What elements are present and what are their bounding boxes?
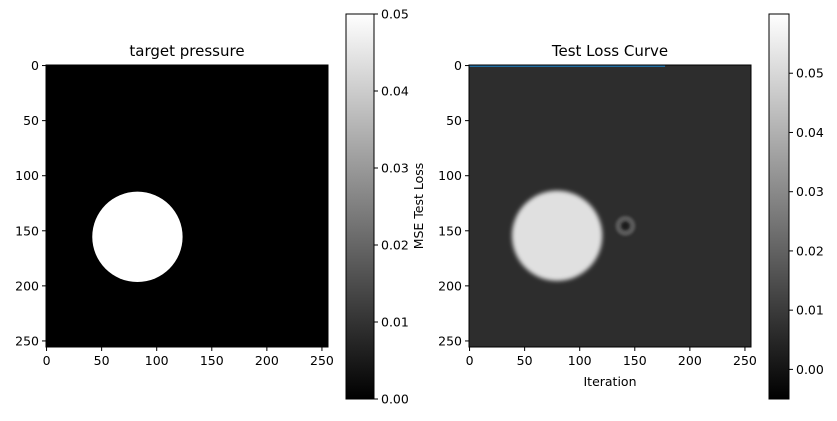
colorbar: 0.00 0.01 0.02 0.03 0.04 0.05	[768, 13, 824, 400]
y-tick-label: 0	[454, 58, 462, 73]
colorbar-tick-label: 0.01	[381, 315, 409, 330]
axes: 0 50 100 150 200 250 0 50 100 150 200 250	[15, 58, 334, 368]
axes: 0 50 100 150 200 250 0 50 100 150 200 250	[438, 58, 757, 368]
heatmap-blob	[621, 221, 630, 231]
colorbar: 0.00 0.01 0.02 0.03 0.04 0.05	[345, 7, 409, 407]
x-tick-label: 250	[310, 353, 334, 368]
x-tick-label: 0	[43, 353, 51, 368]
x-axis-label: Iteration	[583, 374, 636, 389]
colorbar-tick-label: 0.00	[381, 392, 409, 407]
y-tick-label: 200	[438, 278, 462, 293]
panel-test-loss: Test Loss Curve Iteration MSE Test Loss …	[411, 13, 824, 400]
y-tick-label: 250	[438, 333, 462, 348]
chart-title: Test Loss Curve	[551, 42, 668, 60]
x-tick-label: 100	[568, 353, 592, 368]
x-tick-label: 150	[623, 353, 647, 368]
colorbar-tick-label: 0.03	[796, 184, 824, 199]
y-tick-label: 250	[15, 333, 39, 348]
y-tick-label: 100	[438, 168, 462, 183]
x-tick-label: 50	[94, 353, 110, 368]
y-tick-label: 100	[15, 168, 39, 183]
colorbar-tick-label: 0.05	[796, 66, 824, 81]
x-tick-label: 150	[200, 353, 224, 368]
y-tick-label: 0	[31, 58, 39, 73]
y-tick-label: 50	[446, 113, 462, 128]
colorbar-tick-label: 0.00	[796, 362, 824, 377]
axes-frame	[468, 64, 752, 348]
colorbar-tick-label: 0.05	[381, 7, 409, 22]
x-tick-label: 100	[145, 353, 169, 368]
colorbar-tick-label: 0.02	[796, 243, 824, 258]
y-tick-label: 200	[15, 278, 39, 293]
y-axis-label: MSE Test Loss	[411, 163, 426, 250]
colorbar-tick-label: 0.04	[381, 84, 409, 99]
colorbar-tick-label: 0.04	[796, 125, 824, 140]
colorbar-tick-label: 0.02	[381, 238, 409, 253]
colorbar-gradient	[345, 13, 375, 400]
axes-frame	[45, 64, 329, 348]
chart-title: target pressure	[129, 42, 244, 60]
colorbar-gradient	[768, 13, 790, 400]
panel-target-pressure: target pressure 0 50 100 150 200 250 0 50 100 150…	[15, 7, 409, 407]
x-tick-label: 250	[733, 353, 757, 368]
x-tick-label: 0	[466, 353, 474, 368]
x-tick-label: 50	[517, 353, 533, 368]
heatmap-disk	[511, 190, 603, 281]
x-tick-label: 200	[678, 353, 702, 368]
colorbar-tick-label: 0.01	[796, 303, 824, 318]
heatmap-image	[469, 65, 751, 347]
y-tick-label: 50	[23, 113, 39, 128]
heatmap-image	[46, 65, 328, 347]
y-tick-label: 150	[15, 223, 39, 238]
x-tick-label: 200	[255, 353, 279, 368]
heatmap-disk	[92, 191, 183, 283]
y-tick-label: 150	[438, 223, 462, 238]
heatmap-background	[46, 65, 328, 347]
colorbar-tick-label: 0.03	[381, 161, 409, 176]
heatmap-background	[469, 65, 751, 347]
